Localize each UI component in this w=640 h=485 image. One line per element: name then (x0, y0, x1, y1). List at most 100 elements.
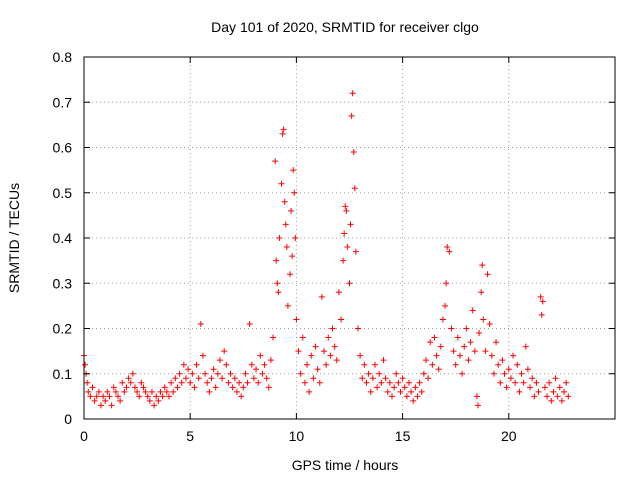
data-point (386, 379, 393, 386)
data-point (480, 316, 487, 323)
data-point (359, 375, 366, 382)
chart-title: Day 101 of 2020, SRMTID for receiver clg… (211, 19, 479, 35)
data-point (185, 366, 192, 373)
grid-lines (84, 57, 615, 419)
data-point (418, 388, 425, 395)
data-point (168, 379, 175, 386)
data-point (429, 361, 436, 368)
data-point (342, 203, 349, 210)
x-tick-label: 20 (501, 428, 517, 444)
data-point (539, 298, 546, 305)
y-axis-label: SRMTID / TECUs (6, 183, 22, 293)
data-point (206, 388, 213, 395)
data-point (278, 180, 285, 187)
data-point (82, 361, 89, 368)
data-point (301, 379, 308, 386)
data-point (529, 375, 536, 382)
data-point (165, 393, 172, 400)
data-point (216, 357, 223, 364)
data-point (384, 388, 391, 395)
data-point (338, 316, 345, 323)
data-point (316, 379, 323, 386)
data-point (233, 388, 240, 395)
data-point (367, 388, 374, 395)
data-point (461, 343, 468, 350)
data-point (134, 388, 141, 395)
data-point (151, 402, 158, 409)
data-point (397, 388, 404, 395)
data-point (91, 397, 98, 404)
data-point (340, 257, 347, 264)
data-point (450, 348, 457, 355)
data-point (351, 185, 358, 192)
data-point (476, 330, 483, 337)
data-point (548, 397, 555, 404)
data-point (448, 325, 455, 332)
data-point (244, 379, 251, 386)
data-point (374, 384, 381, 391)
data-point (456, 352, 463, 359)
data-point (347, 221, 354, 228)
data-point (127, 379, 134, 386)
data-point (263, 375, 270, 382)
data-point (459, 370, 466, 377)
data-point (522, 343, 529, 350)
x-tick-label: 10 (289, 428, 305, 444)
y-tick-label: 0.3 (53, 275, 73, 291)
data-point (412, 384, 419, 391)
data-point (242, 370, 249, 377)
data-point (495, 361, 502, 368)
data-point (85, 388, 92, 395)
data-point (253, 366, 260, 373)
data-point (204, 379, 211, 386)
data-point (490, 370, 497, 377)
data-point (174, 384, 181, 391)
data-point (378, 379, 385, 386)
data-point (202, 370, 209, 377)
data-point (223, 361, 230, 368)
data-point (533, 379, 540, 386)
data-point (369, 375, 376, 382)
data-point (563, 379, 570, 386)
data-point (189, 370, 196, 377)
data-point (140, 384, 147, 391)
data-point (191, 384, 198, 391)
data-point (163, 388, 170, 395)
data-point (325, 334, 332, 341)
data-point (352, 248, 359, 255)
data-point (84, 379, 91, 386)
data-point (380, 357, 387, 364)
data-point (195, 375, 202, 382)
data-point (391, 384, 398, 391)
data-point (497, 379, 504, 386)
data-point (261, 361, 268, 368)
data-point (270, 334, 277, 341)
data-point (318, 293, 325, 300)
data-point (117, 397, 124, 404)
data-point (427, 339, 434, 346)
data-point (276, 235, 283, 241)
data-point (535, 388, 542, 395)
data-point (499, 357, 506, 364)
data-point (129, 370, 136, 377)
data-point (187, 379, 194, 386)
data-point (310, 375, 317, 382)
data-point (469, 307, 476, 314)
data-point (510, 352, 517, 359)
data-point (281, 198, 288, 205)
y-tick-label: 0.7 (53, 94, 73, 110)
data-point (493, 339, 500, 346)
data-point (503, 384, 510, 391)
data-point (422, 357, 429, 364)
data-point (354, 325, 361, 332)
data-point (376, 370, 383, 377)
data-point (467, 339, 474, 346)
data-point (393, 370, 400, 377)
data-point (550, 388, 557, 395)
data-point (312, 343, 319, 350)
data-point (350, 149, 357, 156)
data-point (541, 384, 548, 391)
data-point (257, 352, 264, 359)
data-point (153, 393, 160, 400)
data-point (501, 370, 508, 377)
